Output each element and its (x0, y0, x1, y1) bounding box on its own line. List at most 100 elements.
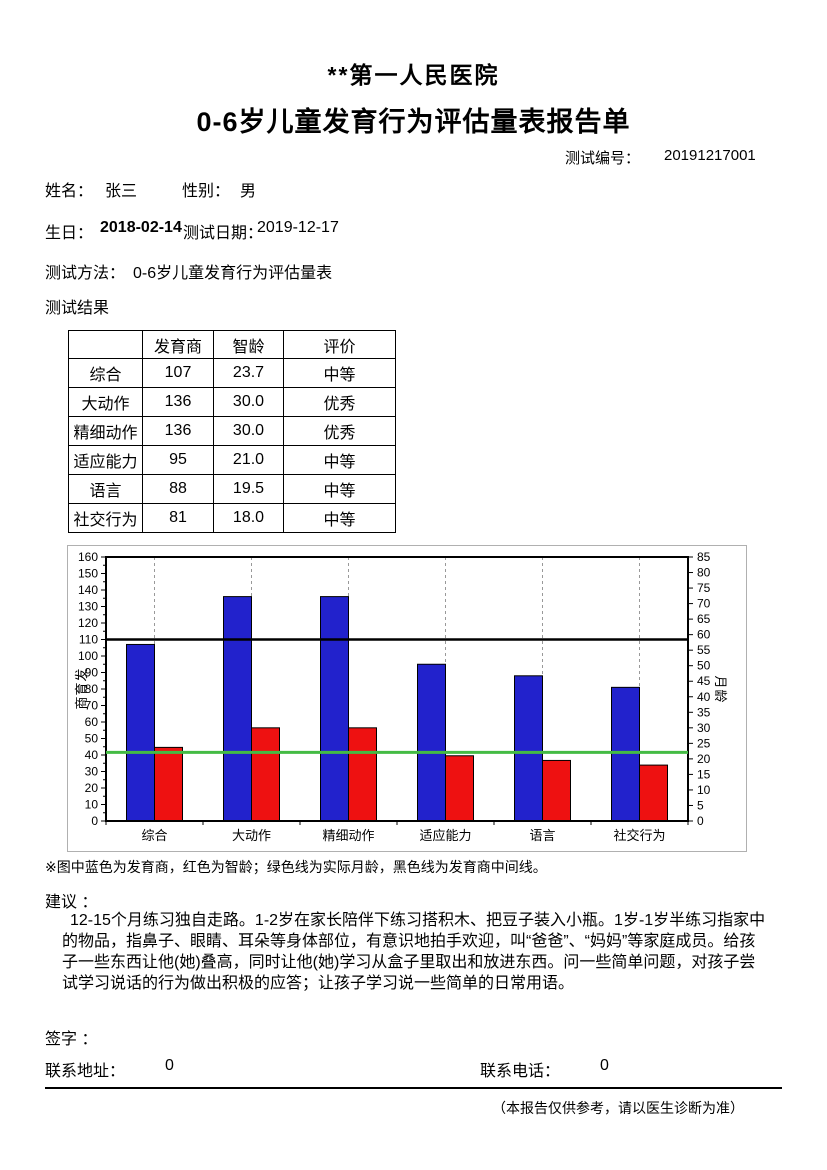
name-label: 姓名： (45, 183, 94, 200)
left-axis-tick-label: 90 (85, 666, 99, 680)
chart-canvas: 0102030405060708090100110120130140150160… (74, 550, 728, 843)
method-value: 0-6岁儿童发育行为评估量表 (133, 265, 333, 282)
row-rating: 中等 (283, 445, 396, 475)
row-dq: 136 (142, 387, 214, 417)
dq-bar-4 (514, 675, 543, 822)
left-axis-tick-label: 140 (78, 583, 98, 597)
right-axis-tick-label: 25 (697, 736, 711, 750)
right-axis-tick-label: 55 (697, 643, 711, 657)
row-name: 大动作 (68, 387, 143, 417)
birth-label: 生日： (45, 225, 94, 242)
left-axis-title: 育 (74, 682, 89, 695)
results-section-label: 测试结果 (45, 300, 110, 317)
row-ma: 21.0 (213, 445, 284, 475)
plot-border (105, 556, 689, 822)
phone-value: 0 (600, 1057, 609, 1074)
right-axis-tick-label: 20 (697, 752, 711, 766)
ma-bar-0 (154, 746, 183, 822)
row-ma: 23.7 (213, 358, 284, 388)
table-row: 大动作 136 30.0 优秀 (68, 387, 396, 417)
left-axis-tick-label: 40 (85, 748, 99, 762)
left-axis-tick-label: 130 (78, 600, 98, 614)
left-axis-tick-label: 30 (85, 765, 99, 779)
ma-bar-3 (445, 755, 474, 822)
left-axis-tick-label: 20 (85, 781, 99, 795)
left-axis-tick-label: 10 (85, 798, 99, 812)
row-rating: 优秀 (283, 387, 396, 417)
row-name: 适应能力 (68, 445, 143, 475)
row-dq: 136 (142, 416, 214, 446)
left-axis-tick-label: 110 (79, 633, 98, 647)
table-row: 语言 88 19.5 中等 (68, 474, 396, 504)
right-axis-tick-label: 5 (697, 798, 704, 812)
hospital-title: **第一人民医院 (327, 62, 500, 88)
address-label: 联系地址： (45, 1063, 126, 1080)
results-table: 发育商 智龄 评价 综合 107 23.7 中等 大动作 136 30.0 优秀… (68, 330, 396, 533)
row-rating: 优秀 (283, 416, 396, 446)
left-axis-tick-label: 50 (85, 732, 99, 746)
report-title: 0-6岁儿童发育行为评估量表报告单 (196, 107, 631, 137)
left-axis-tick-label: 120 (78, 616, 98, 630)
right-axis-title: 月 (713, 675, 728, 688)
right-axis-tick-label: 70 (697, 597, 711, 611)
left-axis-tick-label: 150 (78, 567, 98, 581)
row-rating: 中等 (283, 474, 396, 504)
gender-value: 男 (240, 183, 257, 200)
right-axis-tick-label: 15 (697, 767, 711, 781)
right-axis-title: 龄 (713, 689, 728, 702)
right-axis-tick-label: 35 (697, 705, 711, 719)
disclaimer: （本报告仅供参考，请以医生诊断为准） (492, 1100, 744, 1116)
gender-label: 性别： (182, 183, 231, 200)
row-name: 语言 (68, 474, 143, 504)
dq-ma-bar-chart: 0 10 20 30 40 50 60 70 80 90 100 110 120 130 140 150 160… (67, 545, 747, 852)
row-ma: 30.0 (213, 416, 284, 446)
header-rating: 评价 (283, 330, 396, 359)
dq-bar-0 (126, 643, 155, 822)
test-date-label: 测试日期： (183, 225, 264, 242)
ma-bar-1 (251, 727, 280, 822)
header-dq: 发育商 (142, 330, 214, 359)
right-axis-tick-label: 30 (697, 721, 711, 735)
table-row: 综合 107 23.7 中等 (68, 358, 396, 388)
footer-divider (45, 1087, 782, 1089)
test-number-value: 20191217001 (664, 147, 756, 164)
header-ma: 智龄 (213, 330, 284, 359)
left-axis-tick-label: 80 (85, 682, 99, 696)
ma-bar-5 (639, 764, 668, 822)
right-axis-tick-label: 80 (697, 566, 711, 580)
test-number-label: 测试编号： (565, 150, 641, 167)
right-axis-tick-label: 65 (697, 612, 711, 626)
row-dq: 88 (142, 474, 214, 504)
dq-bar-2 (320, 596, 349, 822)
signature-label: 签字 ： (45, 1031, 98, 1048)
suggestion-label: 建议 ： (45, 894, 98, 911)
row-name: 综合 (68, 358, 143, 388)
chart-legend-note: ※图中蓝色为发育商，红色为智龄；绿色线为实际月龄，黑色线为发育商中间线。 (45, 859, 547, 875)
dq-bar-1 (223, 596, 252, 822)
header-blank (68, 330, 143, 359)
left-axis-tick-label: 70 (85, 699, 99, 713)
left-axis-title: 发 (74, 668, 89, 681)
phone-label: 联系电话： (480, 1063, 561, 1080)
ma-bar-2 (348, 727, 377, 822)
right-axis-tick-label: 40 (697, 690, 711, 704)
right-axis-tick-label: 45 (697, 674, 711, 688)
row-rating: 中等 (283, 503, 396, 533)
right-axis-tick-label: 60 (697, 628, 711, 642)
right-axis-tick-label: 75 (697, 581, 711, 595)
test-date-value: 2019-12-17 (257, 219, 339, 236)
left-axis-tick-label: 100 (78, 649, 98, 663)
right-axis-tick-label: 85 (697, 550, 711, 564)
table-row: 精细动作 136 30.0 优秀 (68, 416, 396, 446)
row-rating: 中等 (283, 358, 396, 388)
right-axis-tick-label: 0 (697, 814, 704, 828)
row-dq: 107 (142, 358, 214, 388)
row-ma: 18.0 (213, 503, 284, 533)
category-label-5: 社交行为 (613, 828, 665, 843)
left-axis-title: 商 (74, 696, 89, 709)
category-label-0: 综合 (141, 828, 167, 843)
category-label-1: 大动作 (232, 828, 271, 843)
row-ma: 19.5 (213, 474, 284, 504)
method-label: 测试方法： (45, 265, 126, 282)
